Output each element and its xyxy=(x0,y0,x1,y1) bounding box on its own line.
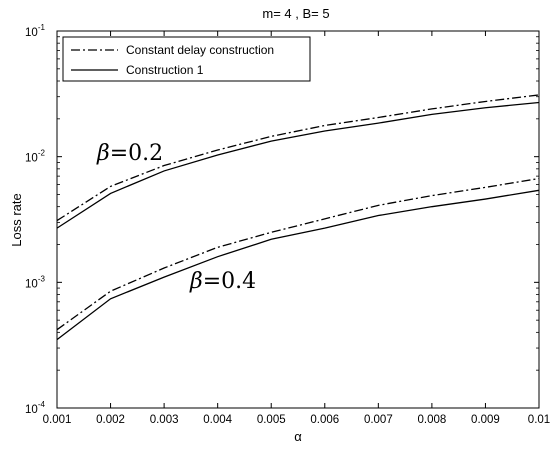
y-tick-label: 10-4 xyxy=(25,400,45,416)
x-tick-label: 0.003 xyxy=(150,414,179,426)
legend-box xyxy=(62,36,311,82)
series-line-beta-0-2-dashdot xyxy=(56,94,540,222)
x-tick-label: 0.005 xyxy=(257,414,286,426)
legend-label-construction-1: Construction 1 xyxy=(126,63,204,77)
chart-title: m= 4 , B= 5 xyxy=(262,6,329,21)
annotation-beta-0-4: β=0.4 xyxy=(189,269,256,294)
series-lines xyxy=(56,94,540,341)
y-tick-label: 10-3 xyxy=(25,274,45,290)
x-tick-label: 0.001 xyxy=(43,414,72,426)
x-tick-label: 0.006 xyxy=(310,414,339,426)
axis-ticks xyxy=(56,30,540,409)
y-tick-label: 10-1 xyxy=(25,23,45,39)
y-tick-label: 10-2 xyxy=(25,149,45,165)
x-tick-labels: 0.001 0.002 0.003 0.004 0.005 0.006 0.007 0.008… xyxy=(43,414,551,426)
series-line-beta-0-2-solid xyxy=(56,101,540,229)
series-line-beta-0-4-solid xyxy=(56,189,540,341)
x-tick-label: 0.009 xyxy=(471,414,500,426)
annotation-beta-0-2: β=0.2 xyxy=(96,141,163,166)
plot-frame xyxy=(56,30,540,409)
y-axis-label: Loss rate xyxy=(9,193,24,246)
x-tick-label: 0.004 xyxy=(203,414,232,426)
legend-label-constant-delay: Constant delay construction xyxy=(126,43,274,57)
y-tick-labels: 10-4 10-3 10-2 10-1 xyxy=(25,23,45,416)
x-tick-label: 0.008 xyxy=(417,414,446,426)
x-tick-label: 0.002 xyxy=(96,414,125,426)
series-line-beta-0-4-dashdot xyxy=(56,177,540,331)
x-tick-label: 0.01 xyxy=(528,414,550,426)
legend: Constant delay construction Construction… xyxy=(62,36,311,82)
x-tick-label: 0.007 xyxy=(364,414,393,426)
x-axis-label: α xyxy=(294,429,302,444)
